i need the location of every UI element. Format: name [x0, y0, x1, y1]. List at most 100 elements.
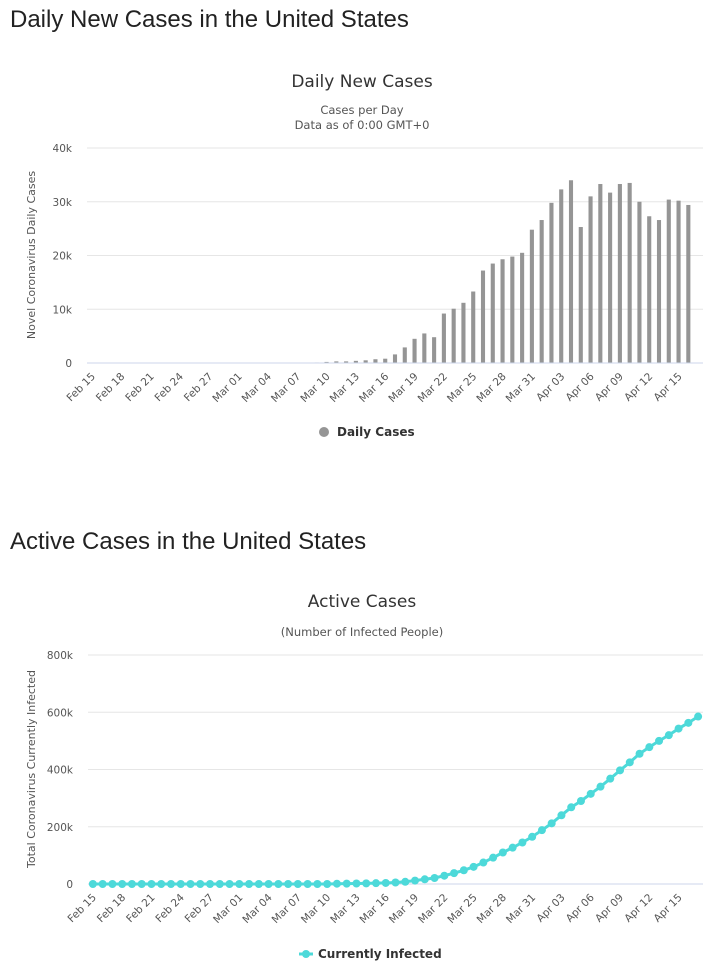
bar[interactable] [500, 259, 505, 363]
data-point[interactable] [215, 880, 224, 888]
bar[interactable] [373, 359, 378, 363]
data-point[interactable] [664, 731, 673, 740]
data-point[interactable] [254, 880, 263, 888]
bar[interactable] [353, 360, 358, 363]
bar[interactable] [412, 338, 417, 363]
data-point[interactable] [508, 843, 517, 852]
bar[interactable] [686, 204, 691, 363]
data-point[interactable] [645, 743, 654, 752]
legend[interactable]: Daily Cases [319, 425, 415, 439]
data-point[interactable] [567, 803, 576, 812]
data-point[interactable] [127, 880, 136, 888]
data-point[interactable] [450, 869, 459, 878]
bar[interactable] [461, 302, 466, 363]
data-point[interactable] [381, 878, 390, 887]
data-point[interactable] [98, 880, 107, 888]
data-point[interactable] [303, 880, 312, 888]
data-point[interactable] [147, 880, 156, 888]
bar[interactable] [324, 361, 329, 363]
data-point[interactable] [108, 880, 117, 888]
data-point[interactable] [625, 758, 634, 767]
bar[interactable] [617, 184, 622, 363]
data-point[interactable] [655, 736, 664, 745]
data-point[interactable] [459, 866, 468, 875]
data-point[interactable] [235, 880, 244, 888]
bar[interactable] [451, 308, 456, 363]
data-point[interactable] [469, 862, 478, 871]
data-point[interactable] [137, 880, 146, 888]
bar[interactable] [588, 196, 593, 363]
data-point[interactable] [245, 880, 254, 888]
data-point[interactable] [88, 880, 97, 888]
bar[interactable] [529, 229, 534, 363]
data-point[interactable] [596, 782, 605, 791]
data-point[interactable] [557, 811, 566, 820]
bar[interactable] [432, 337, 437, 363]
bar[interactable] [598, 184, 603, 363]
data-point[interactable] [176, 880, 185, 888]
data-point[interactable] [518, 838, 527, 847]
data-point[interactable] [528, 832, 537, 841]
data-point[interactable] [264, 880, 273, 888]
data-point[interactable] [293, 880, 302, 888]
data-point[interactable] [411, 876, 420, 885]
data-point[interactable] [274, 880, 283, 888]
data-point[interactable] [489, 853, 498, 862]
data-point[interactable] [498, 848, 507, 857]
bar[interactable] [344, 361, 349, 363]
data-point[interactable] [684, 718, 693, 727]
data-point[interactable] [362, 879, 371, 888]
bar[interactable] [471, 291, 476, 363]
data-point[interactable] [479, 858, 488, 867]
data-point[interactable] [323, 880, 332, 888]
legend[interactable]: Currently Infected [299, 947, 442, 961]
data-point[interactable] [157, 880, 166, 888]
bar[interactable] [520, 252, 525, 363]
bar[interactable] [637, 201, 642, 363]
data-point[interactable] [430, 873, 439, 882]
legend-label[interactable]: Currently Infected [318, 947, 442, 961]
bar[interactable] [578, 227, 583, 363]
bar[interactable] [480, 270, 486, 363]
data-point[interactable] [342, 879, 351, 888]
data-point[interactable] [166, 880, 175, 888]
data-point[interactable] [196, 880, 205, 888]
data-point[interactable] [206, 880, 215, 888]
bar[interactable] [334, 361, 339, 363]
bar[interactable] [441, 313, 446, 363]
data-point[interactable] [547, 819, 556, 828]
data-point[interactable] [606, 774, 615, 783]
bar[interactable] [539, 220, 544, 363]
bar[interactable] [490, 263, 495, 363]
bar[interactable] [656, 220, 662, 363]
bar[interactable] [666, 199, 671, 363]
data-point[interactable] [332, 879, 341, 888]
data-point[interactable] [391, 878, 400, 887]
data-point[interactable] [352, 879, 361, 888]
data-point[interactable] [586, 789, 595, 798]
data-point[interactable] [635, 749, 644, 758]
bar[interactable] [568, 180, 574, 363]
data-point[interactable] [284, 880, 293, 888]
bar[interactable] [627, 182, 632, 363]
data-point[interactable] [118, 880, 127, 888]
data-point[interactable] [616, 766, 625, 775]
legend-label[interactable]: Daily Cases [337, 425, 415, 439]
bar[interactable] [559, 189, 564, 363]
bar[interactable] [383, 358, 388, 363]
data-point[interactable] [576, 796, 585, 805]
data-point[interactable] [537, 826, 546, 835]
data-point[interactable] [225, 880, 234, 888]
bar[interactable] [608, 192, 613, 363]
data-point[interactable] [674, 724, 683, 733]
bar[interactable] [422, 333, 427, 363]
data-point[interactable] [313, 880, 322, 888]
bar[interactable] [647, 216, 652, 363]
data-point[interactable] [694, 712, 703, 721]
bar[interactable] [392, 354, 398, 363]
bar[interactable] [510, 256, 515, 363]
bar[interactable] [402, 347, 407, 363]
bar[interactable] [549, 202, 554, 363]
bar[interactable] [363, 360, 368, 363]
data-point[interactable] [186, 880, 195, 888]
